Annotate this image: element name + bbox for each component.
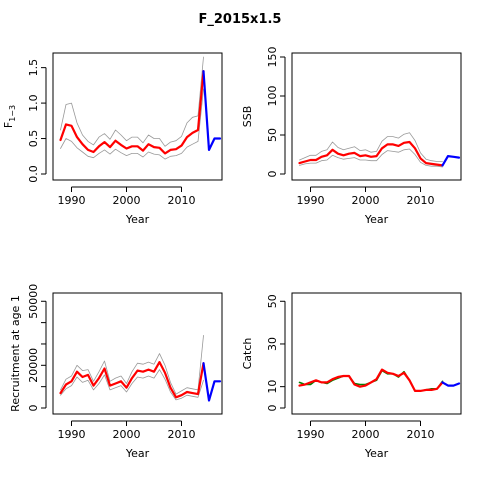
panel-2-x-tick-label: 2000 [352,194,380,207]
panel-1-series-projection [202,70,222,151]
panel-1-x-axis-label: Year [125,213,150,226]
panel-3-y-tick-label: 50000 [27,284,40,319]
panel-3-y-tick-label: 20000 [27,348,40,383]
panel-1-series-interval [60,56,204,147]
panel-4-frame [291,292,462,415]
panel-3-frame [52,292,223,415]
panel-4-series-projection [441,381,461,387]
panel-2-x-tick-label: 2010 [407,194,435,207]
panel-2-series-interval [299,148,443,168]
panel-4-series-estimate [298,368,444,392]
panel-4-y-axis-label: Catch [241,338,254,370]
panel-1-y-axis-label: F1−3 [2,105,17,128]
panel-4-y-tick-label: 0 [266,405,279,412]
panel-2-y-axis-label: SSB [241,106,254,128]
panel-3-series-interval [60,369,204,401]
panel-1-series-interval [60,88,204,160]
panel-1-y-tick-label: 0.0 [27,165,40,183]
panel-2-y-tick-label: 100 [266,86,279,107]
panel-1-x-tick-label: 2000 [113,194,141,207]
panel-1-series-estimate [59,70,205,155]
panel-2-y-tick-label: 0 [266,171,279,178]
figure-title: F_2015x1.5 [198,12,282,27]
panel-4-x-axis-label: Year [364,447,389,460]
panel-4-y-tick-label: 30 [266,337,279,351]
panel-3-series-interval [60,334,204,395]
panel-3-series-estimate [59,361,205,399]
panel-3-series-projection [202,362,222,402]
panel-1-y-tick-label: 1.5 [27,59,40,77]
panel-2-frame [291,52,462,181]
panel-3-x-tick-label: 1990 [58,428,86,441]
panel-1-x-tick-label: 2010 [168,194,196,207]
panel-4-x-tick-label: 2000 [352,428,380,441]
panel-4-series-observed [298,369,444,392]
panel-1-y-tick-label: 1.0 [27,94,40,112]
panel-2-series-interval [299,132,443,162]
panel-4-y-tick-label: 50 [266,294,279,308]
panel-4-y-tick-label: 10 [266,380,279,394]
panel-1-y-axis-label-subscript: 1−3 [8,105,17,122]
panel-2-y-tick-label: 150 [266,47,279,68]
panel-4-x-tick-label: 2010 [407,428,435,441]
panel-3-y-axis-label: Recruitment at age 1 [9,295,22,412]
panel-3-x-axis-label: Year [125,447,150,460]
panel-2-x-axis-label: Year [364,213,389,226]
panel-4-x-tick-label: 1990 [297,428,325,441]
panel-1-y-tick-label: 0.5 [27,130,40,148]
panel-3-x-tick-label: 2010 [168,428,196,441]
panel-3-x-tick-label: 2000 [113,428,141,441]
panel-2-x-tick-label: 1990 [297,194,325,207]
panel-2-y-tick-label: 50 [266,128,279,142]
panel-2-series-estimate [298,140,444,167]
panel-1-x-tick-label: 1990 [58,194,86,207]
panel-3-y-tick-label: 0 [27,405,40,412]
panel-1-frame [52,52,223,181]
panel-2-series-projection [441,155,461,167]
